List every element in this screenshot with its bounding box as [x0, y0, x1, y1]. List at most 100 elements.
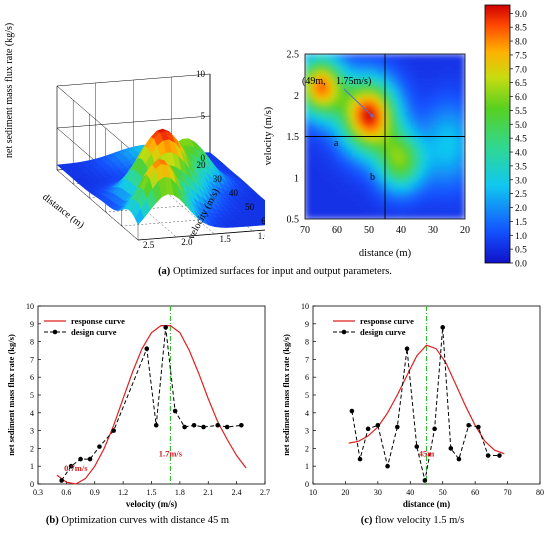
contour-cell	[456, 177, 462, 183]
design-curve-point	[385, 463, 390, 469]
contour-cell	[356, 206, 362, 212]
contour-cell	[340, 82, 346, 88]
contour-cell	[420, 198, 426, 203]
contour-cell	[340, 57, 346, 63]
contour-cell	[360, 148, 366, 154]
y-axis-label: net sediment mass flux rate (kg/s)	[281, 334, 291, 456]
contour-cell	[312, 189, 318, 195]
contour-cell	[440, 132, 446, 137]
contour-cell	[360, 57, 366, 63]
contour-cell	[324, 82, 330, 88]
contour-cell	[340, 90, 346, 96]
contour-cell	[332, 132, 338, 137]
response-curve-line	[348, 344, 505, 455]
contour-cell	[424, 140, 430, 146]
contour-cell	[332, 156, 338, 162]
contour-cell	[404, 115, 410, 121]
contour-cell	[420, 132, 426, 137]
contour-cell	[328, 173, 334, 179]
contour-cell	[420, 148, 426, 154]
contour-cell	[336, 119, 342, 125]
contour-cell	[336, 210, 342, 216]
contour-cell	[392, 61, 398, 67]
contour-cell	[356, 94, 362, 100]
contour-cell	[456, 152, 462, 158]
legend-response-label: response curve	[71, 316, 125, 326]
contour-cell	[376, 165, 382, 170]
design-curve-point	[59, 478, 64, 483]
contour-cell	[332, 181, 338, 187]
contour-cell	[424, 160, 430, 166]
colorbar-tick-label: 5.0	[515, 121, 527, 131]
contour-cell	[452, 189, 458, 195]
x-tick-label: 50	[439, 488, 447, 497]
contour-cell	[360, 181, 366, 187]
contour-cell	[448, 127, 454, 133]
contour-cell	[420, 165, 426, 170]
contour-cell	[416, 78, 422, 84]
contour-cell	[356, 136, 362, 142]
contour-cell	[305, 54, 310, 59]
contour-cell	[456, 193, 462, 199]
contour-cell	[452, 152, 458, 158]
contour-region-label-b: b	[370, 172, 375, 183]
contour-cell	[308, 127, 314, 133]
contour-cell	[352, 152, 358, 158]
contour-cell	[436, 189, 442, 195]
contour-cell	[444, 189, 450, 195]
contour-cell	[316, 181, 322, 187]
contour-cell	[376, 156, 382, 162]
caption-b-tag: (b)	[45, 515, 59, 526]
contour-cell	[424, 107, 430, 113]
contour-cell	[336, 160, 342, 166]
contour-cell	[344, 54, 350, 59]
contour-cell	[360, 127, 366, 133]
surface-x-tick-label: 50	[245, 202, 255, 212]
contour-cell	[305, 202, 310, 208]
contour-cell	[432, 210, 438, 216]
contour-cell	[352, 99, 358, 104]
contour-cell	[432, 156, 438, 162]
contour-cell	[396, 111, 402, 117]
contour-cell	[440, 82, 446, 88]
contour-cell	[388, 90, 394, 96]
contour-cell	[340, 61, 346, 67]
y-tick-label: 4	[305, 409, 309, 418]
contour-cell	[312, 54, 318, 59]
contour-cell	[392, 123, 398, 129]
contour-cell	[324, 214, 330, 219]
contour-cell	[452, 82, 458, 88]
contour-cell	[400, 57, 406, 63]
contour-cell	[332, 111, 338, 117]
contour-cell	[380, 156, 386, 162]
surface-3d-chart: 05102030405060700.51.01.52.02.5 net sedi…	[4, 23, 265, 250]
contour-cell	[416, 74, 422, 80]
contour-cell	[352, 103, 358, 109]
contour-cell	[392, 103, 398, 109]
contour-cell	[305, 165, 310, 170]
contour-cell	[364, 86, 370, 92]
contour-cell	[368, 90, 374, 96]
contour-cell	[356, 61, 362, 67]
contour-cell	[305, 193, 310, 199]
contour-cell	[400, 202, 406, 208]
contour-cell	[328, 111, 334, 117]
contour-cell	[456, 198, 462, 203]
contour-cell	[320, 107, 326, 113]
contour-cell	[312, 127, 318, 133]
contour-cell	[348, 99, 354, 104]
contour-cell	[340, 206, 346, 212]
contour-cell	[428, 82, 434, 88]
contour-cell	[400, 123, 406, 129]
contour-cell	[408, 177, 414, 183]
contour-cell	[460, 156, 465, 162]
contour-cell	[376, 66, 382, 71]
contour-cell	[312, 144, 318, 150]
contour-cell	[344, 189, 350, 195]
surface-floor-gridline	[56, 169, 139, 241]
contour-cell	[324, 148, 330, 154]
contour-cell	[372, 86, 378, 92]
contour-cell	[312, 70, 318, 76]
curve-chart-velocity: 0.3 0.6 0.9 1.2 1.5 1.8 2.1 2.4 2.7012345678910v…	[6, 302, 270, 509]
contour-cell	[412, 198, 418, 203]
